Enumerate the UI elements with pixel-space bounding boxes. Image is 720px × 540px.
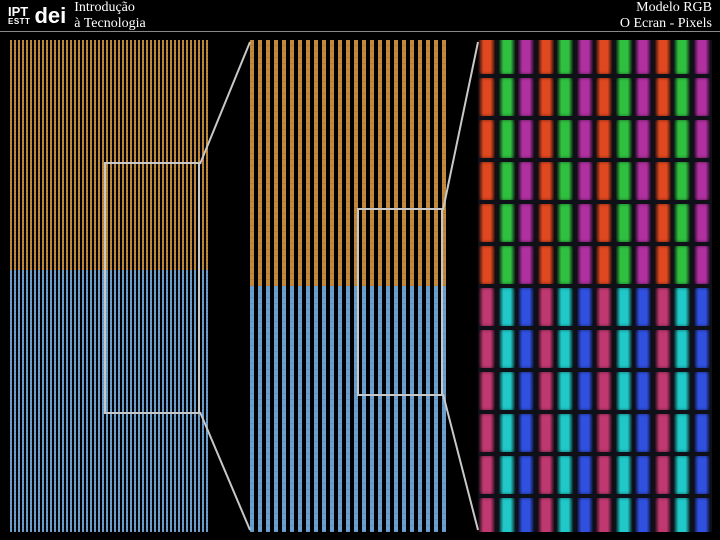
slide-title-line2: O Ecran - Pixels [620, 16, 712, 31]
zoom-indicator-box-1 [104, 162, 200, 414]
course-title-line2: à Tecnologia [74, 16, 145, 31]
logo-dei: dei [34, 3, 66, 29]
slide-title-line1: Modelo RGB [620, 0, 712, 15]
slide-title: Modelo RGB O Ecran - Pixels [620, 0, 712, 31]
header-left: IPT ESTT dei Introdução à Tecnologia [8, 0, 146, 31]
course-title-line1: Introdução [74, 0, 145, 15]
slide-header: IPT ESTT dei Introdução à Tecnologia Mod… [0, 0, 720, 32]
zoom-diagram [0, 40, 720, 540]
zoom-indicator-box-2 [357, 208, 443, 396]
course-title: Introdução à Tecnologia [74, 0, 145, 31]
logo-ipt: IPT [8, 6, 30, 18]
screen-panel-zoom3-rgb [478, 40, 712, 532]
logo-estt: ESTT [8, 18, 30, 25]
logo-text-block: IPT ESTT [8, 6, 30, 25]
institution-logo: IPT ESTT dei [8, 3, 66, 29]
